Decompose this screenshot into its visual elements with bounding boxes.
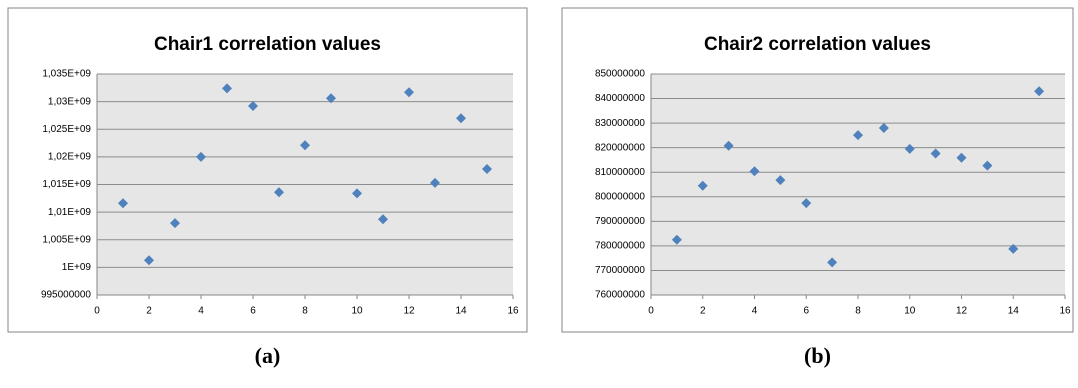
point — [378, 214, 388, 225]
plot-area — [651, 74, 1065, 295]
x-tick-label: 6 — [803, 306, 809, 317]
y-tick-label: 780000000 — [595, 241, 645, 252]
point — [456, 113, 466, 124]
x-tick-label: 6 — [250, 306, 256, 317]
y-tick-label: 850000000 — [595, 69, 645, 80]
point — [930, 148, 941, 159]
y-tick-label: 820000000 — [595, 142, 645, 153]
x-tick-label: 14 — [1008, 306, 1020, 317]
x-tick-label: 0 — [94, 306, 100, 317]
y-tick-label: 830000000 — [595, 118, 645, 129]
point — [170, 218, 180, 229]
point — [904, 143, 915, 154]
y-tick-label: 760000000 — [595, 290, 645, 301]
point — [222, 83, 232, 94]
point — [671, 234, 682, 245]
chart: Chair1 correlation values (a) 995000000 1E+… — [7, 7, 528, 368]
point — [853, 130, 863, 141]
point — [749, 166, 760, 177]
x-tick-label: 2 — [700, 306, 706, 317]
point — [697, 180, 708, 191]
point — [404, 87, 414, 98]
x-tick-label: 0 — [648, 306, 654, 317]
y-tick-label: 840000000 — [595, 93, 645, 104]
point — [118, 198, 128, 209]
y-tick-label: 810000000 — [595, 167, 645, 178]
x-tick-label: 14 — [455, 306, 467, 317]
point — [982, 160, 993, 171]
x-tick-label: 12 — [956, 306, 968, 317]
point — [352, 188, 362, 199]
chart-title: Chair1 correlation values — [154, 34, 381, 55]
y-tick-label: 1,025E+09 — [42, 124, 91, 135]
caption: (a) — [255, 343, 281, 368]
x-tick-label: 16 — [507, 306, 519, 317]
point — [482, 164, 492, 175]
y-tick-label: 770000000 — [595, 265, 645, 276]
y-tick-label: 1,005E+09 — [42, 234, 91, 245]
x-tick-label: 8 — [855, 306, 861, 317]
x-tick-label: 16 — [1059, 306, 1071, 317]
point — [878, 123, 889, 134]
point — [144, 255, 154, 266]
chart-title: Chair2 correlation values — [704, 34, 931, 55]
point — [326, 93, 336, 104]
y-tick-label: 1,01E+09 — [48, 207, 92, 218]
y-tick-label: 1,035E+09 — [42, 69, 91, 80]
y-tick-label: 1,02E+09 — [48, 152, 92, 163]
point — [300, 140, 310, 151]
point — [775, 175, 786, 186]
point — [1008, 243, 1019, 254]
point — [196, 151, 206, 162]
y-tick-label: 800000000 — [595, 191, 645, 202]
x-tick-label: 8 — [302, 306, 308, 317]
y-tick-label: 1,03E+09 — [48, 96, 92, 107]
y-tick-label: 1,015E+09 — [42, 179, 91, 190]
y-tick-label: 995000000 — [41, 290, 91, 301]
point — [723, 140, 734, 151]
x-tick-label: 10 — [351, 306, 363, 317]
y-tick-label: 790000000 — [595, 216, 645, 227]
x-tick-label: 4 — [752, 306, 758, 317]
x-tick-label: 10 — [904, 306, 916, 317]
chart: Chair2 correlation values (b) 760000000 770… — [561, 7, 1074, 368]
point — [430, 177, 440, 188]
x-tick-label: 2 — [146, 306, 152, 317]
point — [1034, 86, 1045, 97]
point — [956, 152, 967, 163]
y-tick-label: 1E+09 — [62, 262, 92, 273]
point — [274, 187, 284, 198]
point — [801, 198, 812, 209]
x-tick-label: 4 — [198, 306, 204, 317]
point — [827, 257, 838, 268]
point — [248, 101, 258, 112]
caption: (b) — [804, 343, 831, 368]
x-tick-label: 12 — [403, 306, 415, 317]
